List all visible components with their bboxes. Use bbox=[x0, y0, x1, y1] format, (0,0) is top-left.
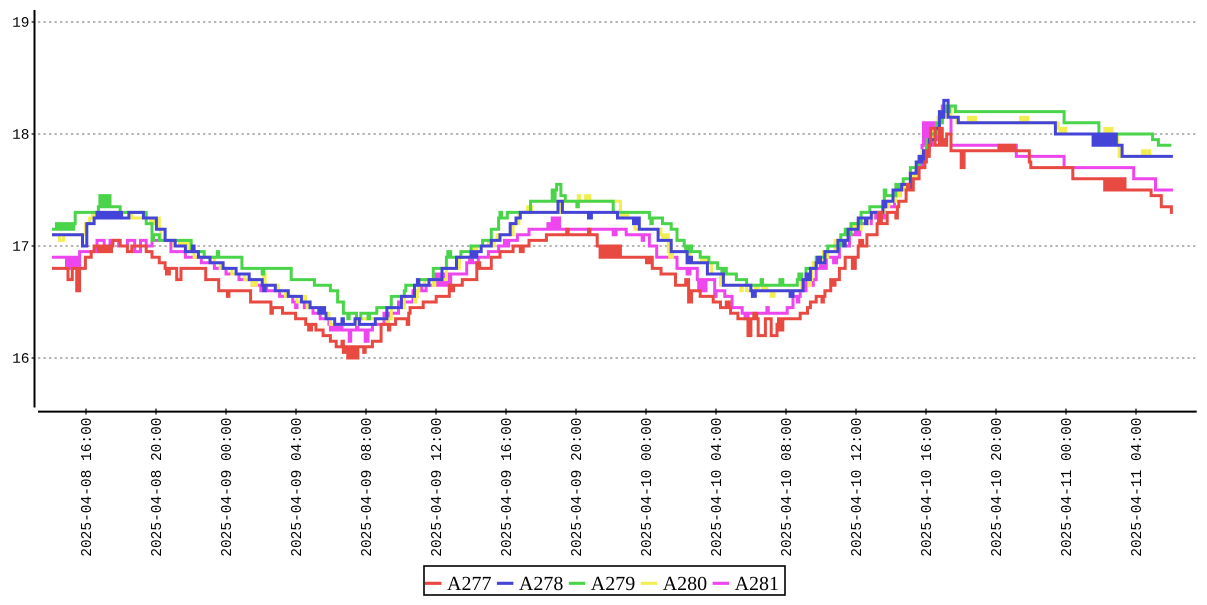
svg-text:2025-04-09 04:00: 2025-04-09 04:00 bbox=[290, 418, 306, 557]
svg-text:2025-04-11 04:00: 2025-04-11 04:00 bbox=[1130, 418, 1146, 557]
svg-text:2025-04-09 20:00: 2025-04-09 20:00 bbox=[570, 418, 586, 557]
svg-text:2025-04-08 16:00: 2025-04-08 16:00 bbox=[80, 418, 96, 557]
svg-text:A279: A279 bbox=[591, 573, 635, 595]
svg-text:2025-04-08 20:00: 2025-04-08 20:00 bbox=[150, 418, 166, 557]
svg-text:2025-04-09 00:00: 2025-04-09 00:00 bbox=[220, 418, 236, 557]
svg-text:17: 17 bbox=[12, 240, 29, 256]
svg-text:2025-04-10 04:00: 2025-04-10 04:00 bbox=[710, 418, 726, 557]
svg-text:2025-04-10 20:00: 2025-04-10 20:00 bbox=[990, 418, 1006, 557]
svg-text:2025-04-10 12:00: 2025-04-10 12:00 bbox=[850, 418, 866, 557]
svg-text:2025-04-10 16:00: 2025-04-10 16:00 bbox=[920, 418, 936, 557]
svg-text:2025-04-09 16:00: 2025-04-09 16:00 bbox=[500, 418, 516, 557]
svg-text:19: 19 bbox=[12, 16, 29, 32]
svg-text:2025-04-10 00:00: 2025-04-10 00:00 bbox=[640, 418, 656, 557]
svg-text:2025-04-09 08:00: 2025-04-09 08:00 bbox=[360, 418, 376, 557]
svg-text:A281: A281 bbox=[735, 573, 779, 595]
svg-text:A277: A277 bbox=[447, 573, 491, 595]
svg-text:2025-04-10 08:00: 2025-04-10 08:00 bbox=[780, 418, 796, 557]
svg-text:2025-04-11 00:00: 2025-04-11 00:00 bbox=[1060, 418, 1076, 557]
svg-text:2025-04-09 12:00: 2025-04-09 12:00 bbox=[430, 418, 446, 557]
svg-text:18: 18 bbox=[12, 128, 29, 144]
svg-text:A278: A278 bbox=[519, 573, 563, 595]
svg-text:A280: A280 bbox=[663, 573, 707, 595]
svg-text:16: 16 bbox=[12, 352, 29, 368]
